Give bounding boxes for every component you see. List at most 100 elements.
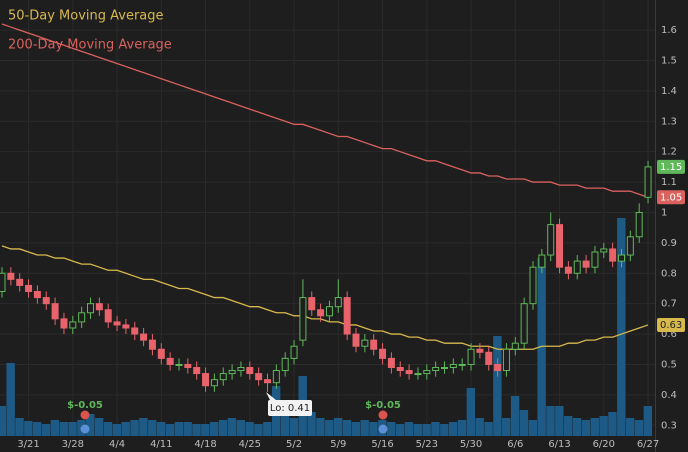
- volume-bar: [24, 421, 33, 436]
- candle-body: [166, 357, 174, 365]
- volume-bar: [634, 420, 644, 436]
- candle-body: [609, 248, 617, 262]
- candle-body: [334, 297, 342, 308]
- candle-body: [582, 260, 590, 268]
- candle-body: [343, 297, 351, 335]
- earnings-label: $-0.05: [365, 400, 401, 411]
- candle-body: [33, 291, 41, 299]
- candle-body: [193, 366, 201, 375]
- volume-bar: [643, 406, 653, 436]
- candle-body: [476, 348, 484, 353]
- candle-body: [299, 297, 307, 341]
- volume-bar: [484, 422, 493, 436]
- volume-bar: [174, 422, 183, 436]
- low-annotation: Lo: 0.41: [270, 403, 310, 414]
- candle-body: [69, 321, 77, 329]
- candle-body: [210, 379, 218, 387]
- candle-body: [308, 297, 316, 311]
- volume-bar: [466, 388, 476, 436]
- candle-body: [520, 303, 528, 344]
- volume-bar: [608, 412, 617, 436]
- candle-body: [573, 260, 581, 274]
- candle-body: [237, 366, 245, 372]
- volume-bar: [599, 416, 608, 436]
- candle-body: [379, 348, 387, 359]
- candle-body: [432, 366, 440, 372]
- volume-bar: [201, 424, 210, 436]
- volume-bar: [360, 420, 369, 436]
- candle-body: [175, 363, 183, 366]
- x-tick-label: 4/4: [109, 439, 125, 450]
- candle-body: [140, 333, 148, 341]
- price-tag-label: 1.15: [660, 162, 682, 173]
- x-tick-label: 5/30: [460, 439, 482, 450]
- candle-body: [467, 348, 475, 365]
- candle-body: [87, 303, 94, 314]
- x-tick-label: 3/21: [17, 439, 39, 450]
- volume-bar: [493, 336, 502, 436]
- candle-body: [644, 166, 652, 198]
- x-tick-label: 6/13: [548, 439, 570, 450]
- candle-body: [556, 224, 564, 268]
- candle-body: [387, 357, 395, 368]
- volume-bar: [59, 422, 68, 436]
- event-icon: [378, 424, 388, 434]
- earnings-label: $-0.05: [67, 400, 103, 411]
- volume-bar: [227, 418, 237, 436]
- candle-body: [370, 339, 378, 350]
- candle-body: [529, 266, 537, 305]
- volume-bar: [413, 424, 422, 436]
- x-tick-label: 5/23: [416, 439, 438, 450]
- moving-average-line: [1, 245, 649, 350]
- volume-bar: [555, 406, 564, 436]
- candle-body: [423, 370, 431, 375]
- volume-bar: [475, 418, 484, 436]
- volume-bar: [86, 414, 95, 436]
- candle-body: [184, 363, 192, 368]
- candle-body: [502, 348, 510, 372]
- volume-bar: [165, 424, 175, 436]
- price-tag-label: 0.63: [660, 320, 682, 331]
- y-tick-label: 0.6: [661, 329, 677, 340]
- candle-body: [60, 318, 68, 329]
- x-tick-label: 5/16: [371, 439, 393, 450]
- volume-bar: [236, 420, 245, 436]
- candle-body: [564, 266, 572, 274]
- x-tick-label: 4/18: [194, 439, 216, 450]
- volume-bar: [41, 424, 51, 436]
- candle-body: [538, 254, 546, 268]
- candle-body: [51, 303, 59, 320]
- volume-bar: [431, 422, 440, 436]
- volume-bar: [103, 422, 113, 436]
- volume-bar: [68, 422, 77, 436]
- volume-bar: [121, 422, 130, 436]
- y-tick-label: 0.9: [661, 238, 677, 249]
- candle-body: [449, 363, 457, 368]
- volume-bar: [130, 420, 139, 436]
- y-tick-label: 1.5: [661, 55, 677, 66]
- candle-body: [272, 370, 280, 384]
- volume-bar: [316, 418, 325, 436]
- legend-entry: 50-Day Moving Average: [8, 9, 164, 24]
- earnings-icon: [378, 410, 388, 420]
- candle-body: [281, 357, 289, 372]
- volume-bar: [280, 414, 290, 436]
- volume-bar: [6, 363, 15, 436]
- volume-bar: [33, 422, 42, 436]
- volume-bar: [325, 420, 334, 436]
- y-tick-label: 0.8: [661, 268, 677, 279]
- volume-bar: [245, 422, 254, 436]
- candle-body: [458, 363, 466, 366]
- candle-body: [104, 309, 112, 323]
- x-tick-label: 5/9: [330, 439, 346, 450]
- annotation-box: [268, 400, 312, 416]
- candle-body: [414, 373, 422, 376]
- price-tag: [657, 190, 685, 205]
- y-tick-label: 1.1: [661, 177, 677, 188]
- candle-body: [42, 297, 50, 305]
- volume-bar: [263, 422, 272, 436]
- candle-body: [113, 321, 121, 326]
